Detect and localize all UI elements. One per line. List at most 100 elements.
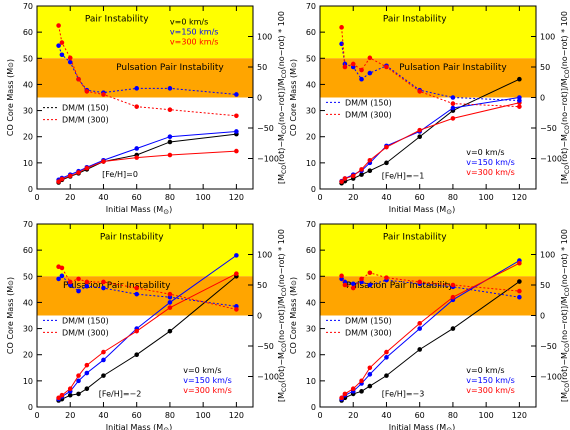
y-right-tick-label: −50 <box>540 342 557 351</box>
data-point <box>339 395 344 401</box>
y-left-tick-label: 40 <box>23 80 33 89</box>
x-tick-label: 120 <box>512 193 527 202</box>
series-dm-m-300- <box>339 270 522 294</box>
x-tick-label: 80 <box>165 411 175 420</box>
data-point <box>134 291 139 297</box>
y-left-tick-label: 50 <box>306 54 316 63</box>
y-left-axis-title-sun: ⊙ <box>7 280 15 286</box>
y-right-part: (rot)−M <box>560 134 569 165</box>
y-left-tick-label: 60 <box>23 246 33 255</box>
data-point <box>101 159 106 164</box>
data-point <box>59 176 65 182</box>
metallicity-annotation: [Fe/H]=0 <box>102 170 138 179</box>
y-right-tick-label: −100 <box>540 155 562 164</box>
series-v-300-km-s <box>339 100 522 184</box>
data-point <box>134 86 139 91</box>
y-right-tick-label: −50 <box>257 342 274 351</box>
x-axis-title-close: ) <box>452 205 455 214</box>
velocity-legend-label: v=0 km/s <box>183 366 221 375</box>
y-left-tick-label: 30 <box>306 107 316 116</box>
y-left-tick-label: 0 <box>311 185 316 194</box>
y-left-axis-title: CO Core Mass (M⊙) <box>6 277 15 354</box>
data-point <box>342 282 348 288</box>
data-point <box>517 260 522 266</box>
y-right-axis-title: [MCO(rot)−MCO(no−rot)]/MCO(no−rot) * 100 <box>560 11 570 184</box>
x-tick-label: 0 <box>34 193 39 202</box>
data-point <box>167 152 173 158</box>
x-tick-label: 120 <box>512 411 527 420</box>
data-point <box>367 55 373 61</box>
data-point <box>450 95 456 100</box>
data-point <box>59 52 65 58</box>
data-point <box>76 391 81 397</box>
x-tick-label: 40 <box>98 193 108 202</box>
velocity-legend-label: v=0 km/s <box>466 148 504 157</box>
data-point <box>367 372 373 377</box>
y-right-sub: CO <box>564 383 570 392</box>
y-left-axis-title-close: ) <box>6 277 15 280</box>
series-dm-m-300- <box>56 264 239 312</box>
y-left-axis-title: CO Core Mass (M⊙) <box>6 59 15 136</box>
velocity-legend-label: v=300 km/s <box>466 386 515 395</box>
pair-instability-band <box>320 6 536 59</box>
data-point <box>359 67 364 73</box>
pulsation-pair-instability-label: Pulsation Pair Instability <box>346 281 454 291</box>
y-left-tick-label: 20 <box>306 133 316 142</box>
pair-instability-band <box>37 6 253 59</box>
metallicity-annotation: [Fe/H]=−3 <box>382 390 425 399</box>
y-right-sub: CO <box>281 125 288 134</box>
data-point <box>56 43 61 48</box>
data-point <box>56 179 61 184</box>
x-tick-label: 60 <box>415 411 425 420</box>
chart-panel-4: Pair Instability Pulsation Pair Instabili… <box>289 220 570 430</box>
x-tick-label: 40 <box>98 411 108 420</box>
y-right-axis-title: [MCO(rot)−MCO(no−rot)]/MCO(no−rot) * 100 <box>277 11 288 184</box>
dm-legend-label: DM/M (300) <box>62 328 109 337</box>
data-point <box>417 127 422 133</box>
y-left-axis-title-sun: ⊙ <box>290 62 298 68</box>
x-tick-label: 20 <box>348 193 358 202</box>
data-point <box>450 326 456 331</box>
y-right-sub: CO <box>564 125 570 134</box>
dm-legend-label: DM/M (150) <box>345 316 392 325</box>
data-point <box>101 349 106 355</box>
data-point <box>517 104 522 109</box>
data-point <box>339 25 344 30</box>
data-point <box>167 107 173 112</box>
y-right-part: (rot)−M <box>277 352 286 383</box>
x-axis-title-sun: ⊙ <box>163 426 169 430</box>
x-axis-title-close: ) <box>169 423 172 430</box>
x-tick-label: 20 <box>65 193 75 202</box>
y-left-tick-label: 0 <box>311 403 316 412</box>
data-point <box>367 70 373 76</box>
series-line <box>58 133 237 183</box>
y-right-part: (no−rot) * 100 <box>560 11 569 69</box>
data-point <box>67 392 73 398</box>
data-point <box>417 89 422 94</box>
data-point <box>517 279 522 284</box>
y-left-tick-label: 30 <box>23 107 33 116</box>
dm-legend-label: DM/M (150) <box>345 98 392 107</box>
y-right-sub: CO <box>281 69 288 78</box>
y-left-tick-label: 10 <box>306 377 316 386</box>
y-left-tick-label: 20 <box>23 351 33 360</box>
velocity-legend-label: v=150 km/s <box>466 376 515 385</box>
data-point <box>59 273 65 279</box>
data-point <box>67 279 73 285</box>
y-left-tick-label: 70 <box>306 2 316 11</box>
data-point <box>417 326 422 331</box>
y-right-tick-label: −50 <box>257 124 274 133</box>
y-right-tick-label: 50 <box>540 63 550 72</box>
y-right-part: (no−rot)]/M <box>277 296 286 343</box>
chart-panel-2: Pair Instability Pulsation Pair Instabili… <box>289 2 570 216</box>
data-point <box>167 139 173 145</box>
x-axis-title-sun: ⊙ <box>446 426 452 430</box>
data-point <box>167 300 173 305</box>
data-point <box>84 283 90 289</box>
y-left-axis-title-sun: ⊙ <box>290 280 298 286</box>
y-right-sub: CO <box>281 383 288 392</box>
x-tick-label: 60 <box>415 193 425 202</box>
y-left-tick-label: 40 <box>306 298 316 307</box>
data-point <box>359 76 364 82</box>
data-point <box>367 383 373 389</box>
